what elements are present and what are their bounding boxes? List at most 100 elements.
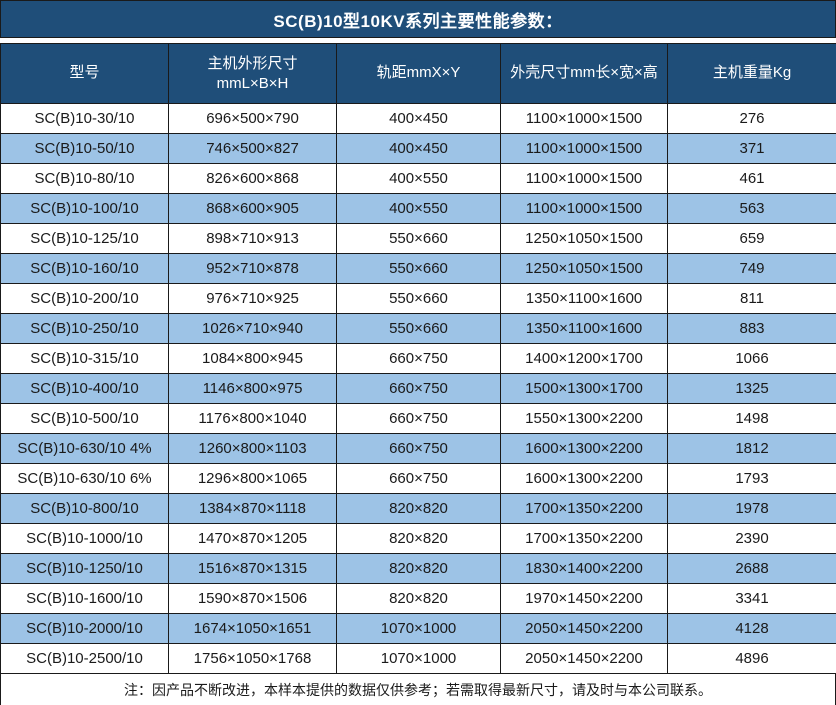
table-cell: 746×500×827 <box>168 133 337 164</box>
table-cell: 1250×1050×1500 <box>500 223 668 254</box>
table-cell: 820×820 <box>336 523 501 554</box>
table-cell: 1296×800×1065 <box>168 463 337 494</box>
table-cell: 1700×1350×2200 <box>500 493 668 524</box>
table-cell: 820×820 <box>336 553 501 584</box>
table-cell: 3341 <box>667 583 836 614</box>
table-cell: 1084×800×945 <box>168 343 337 374</box>
footer-note-text: 注：因产品不断改进，本样本提供的数据仅供参考；若需取得最新尺寸，请及时与本公司联… <box>124 681 712 698</box>
table-header: 型号 主机外形尺寸 mmL×B×H 轨距mmX×Y 外壳尺寸mm长×宽×高 主机… <box>0 43 836 104</box>
table-cell: 1812 <box>667 433 836 464</box>
table-cell: 883 <box>667 313 836 344</box>
table-cell: 1100×1000×1500 <box>500 133 668 164</box>
table-cell: 1146×800×975 <box>168 373 337 404</box>
table-cell: 1498 <box>667 403 836 434</box>
table-cell: SC(B)10-125/10 <box>0 223 169 254</box>
column-header-rail-gauge: 轨距mmX×Y <box>336 43 501 104</box>
table-cell: SC(B)10-30/10 <box>0 103 169 134</box>
table-cell: SC(B)10-630/10 6% <box>0 463 169 494</box>
table-cell: 659 <box>667 223 836 254</box>
table-cell: 1590×870×1506 <box>168 583 337 614</box>
table-cell: 811 <box>667 283 836 314</box>
table-cell: 1350×1100×1600 <box>500 313 668 344</box>
table-cell: 660×750 <box>336 463 501 494</box>
table-row: SC(B)10-160/10 952×710×878 550×660 1250×105… <box>0 253 836 284</box>
table-row: SC(B)10-1000/10 1470×870×1205 820×820 1700×… <box>0 523 836 554</box>
table-row: SC(B)10-30/10 696×500×790 400×450 1100×1000… <box>0 103 836 134</box>
table-cell: 1978 <box>667 493 836 524</box>
table-cell: 1176×800×1040 <box>168 403 337 434</box>
table-cell: SC(B)10-250/10 <box>0 313 169 344</box>
table-row: SC(B)10-250/10 1026×710×940 550×660 1350×11… <box>0 313 836 344</box>
column-header-label-line2: mmL×B×H <box>216 74 289 92</box>
table-cell: SC(B)10-100/10 <box>0 193 169 224</box>
table-cell: 1516×870×1315 <box>168 553 337 584</box>
table-cell: 1756×1050×1768 <box>168 643 337 674</box>
table-row: SC(B)10-125/10 898×710×913 550×660 1250×105… <box>0 223 836 254</box>
table-cell: 660×750 <box>336 373 501 404</box>
table-title: SC(B)10型10KV系列主要性能参数： <box>0 0 836 38</box>
table-cell: 660×750 <box>336 403 501 434</box>
table-cell: 276 <box>667 103 836 134</box>
table-cell: 1830×1400×2200 <box>500 553 668 584</box>
table-cell: 696×500×790 <box>168 103 337 134</box>
table-row: SC(B)10-400/10 1146×800×975 660×750 1500×13… <box>0 373 836 404</box>
table-cell: 1325 <box>667 373 836 404</box>
table-cell: 820×820 <box>336 493 501 524</box>
table-cell: 1070×1000 <box>336 643 501 674</box>
table-cell: 1250×1050×1500 <box>500 253 668 284</box>
table-cell: SC(B)10-1000/10 <box>0 523 169 554</box>
table-cell: 749 <box>667 253 836 284</box>
table-cell: SC(B)10-800/10 <box>0 493 169 524</box>
column-header-label: 型号 <box>69 64 100 82</box>
table-cell: 1066 <box>667 343 836 374</box>
table-body: SC(B)10-30/10 696×500×790 400×450 1100×1000… <box>0 103 836 674</box>
column-header-model: 型号 <box>0 43 169 104</box>
table-cell: 1260×800×1103 <box>168 433 337 464</box>
table-cell: 952×710×878 <box>168 253 337 284</box>
table-cell: 1100×1000×1500 <box>500 163 668 194</box>
table-cell: 1793 <box>667 463 836 494</box>
table-cell: 1100×1000×1500 <box>500 103 668 134</box>
table-cell: SC(B)10-400/10 <box>0 373 169 404</box>
table-row: SC(B)10-800/10 1384×870×1118 820×820 1700×1… <box>0 493 836 524</box>
table-cell: 1674×1050×1651 <box>168 613 337 644</box>
table-row: SC(B)10-2000/10 1674×1050×1651 1070×1000 20… <box>0 613 836 644</box>
table-cell: 4896 <box>667 643 836 674</box>
table-cell: 563 <box>667 193 836 224</box>
table-cell: 898×710×913 <box>168 223 337 254</box>
table-cell: 976×710×925 <box>168 283 337 314</box>
table-cell: 1500×1300×1700 <box>500 373 668 404</box>
table-cell: SC(B)10-2000/10 <box>0 613 169 644</box>
table-cell: 660×750 <box>336 433 501 464</box>
table-row: SC(B)10-630/10 4% 1260×800×1103 660×750 160… <box>0 433 836 464</box>
table-cell: 1026×710×940 <box>168 313 337 344</box>
table-cell: 660×750 <box>336 343 501 374</box>
table-cell: SC(B)10-500/10 <box>0 403 169 434</box>
table-cell: 400×450 <box>336 133 501 164</box>
table-row: SC(B)10-2500/10 1756×1050×1768 1070×1000 20… <box>0 643 836 674</box>
table-cell: 1600×1300×2200 <box>500 463 668 494</box>
table-row: SC(B)10-100/10 868×600×905 400×550 1100×100… <box>0 193 836 224</box>
table-cell: 400×450 <box>336 103 501 134</box>
table-row: SC(B)10-630/10 6% 1296×800×1065 660×750 160… <box>0 463 836 494</box>
table-cell: 826×600×868 <box>168 163 337 194</box>
table-cell: 868×600×905 <box>168 193 337 224</box>
performance-parameters-table: 型号 主机外形尺寸 mmL×B×H 轨距mmX×Y 外壳尺寸mm长×宽×高 主机… <box>0 43 836 674</box>
table-cell: SC(B)10-160/10 <box>0 253 169 284</box>
table-cell: 400×550 <box>336 163 501 194</box>
table-cell: 1384×870×1118 <box>168 493 337 524</box>
table-row: SC(B)10-1600/10 1590×870×1506 820×820 1970×… <box>0 583 836 614</box>
table-cell: 2390 <box>667 523 836 554</box>
table-cell: 550×660 <box>336 223 501 254</box>
table-cell: 371 <box>667 133 836 164</box>
table-cell: 1700×1350×2200 <box>500 523 668 554</box>
table-cell: 400×550 <box>336 193 501 224</box>
table-cell: 1970×1450×2200 <box>500 583 668 614</box>
column-header-unit-weight: 主机重量Kg <box>667 43 836 104</box>
table-cell: 1600×1300×2200 <box>500 433 668 464</box>
table-cell: 2688 <box>667 553 836 584</box>
column-header-unit-dimensions: 主机外形尺寸 mmL×B×H <box>168 43 337 104</box>
table-row: SC(B)10-1250/10 1516×870×1315 820×820 1830×… <box>0 553 836 584</box>
table-cell: SC(B)10-80/10 <box>0 163 169 194</box>
